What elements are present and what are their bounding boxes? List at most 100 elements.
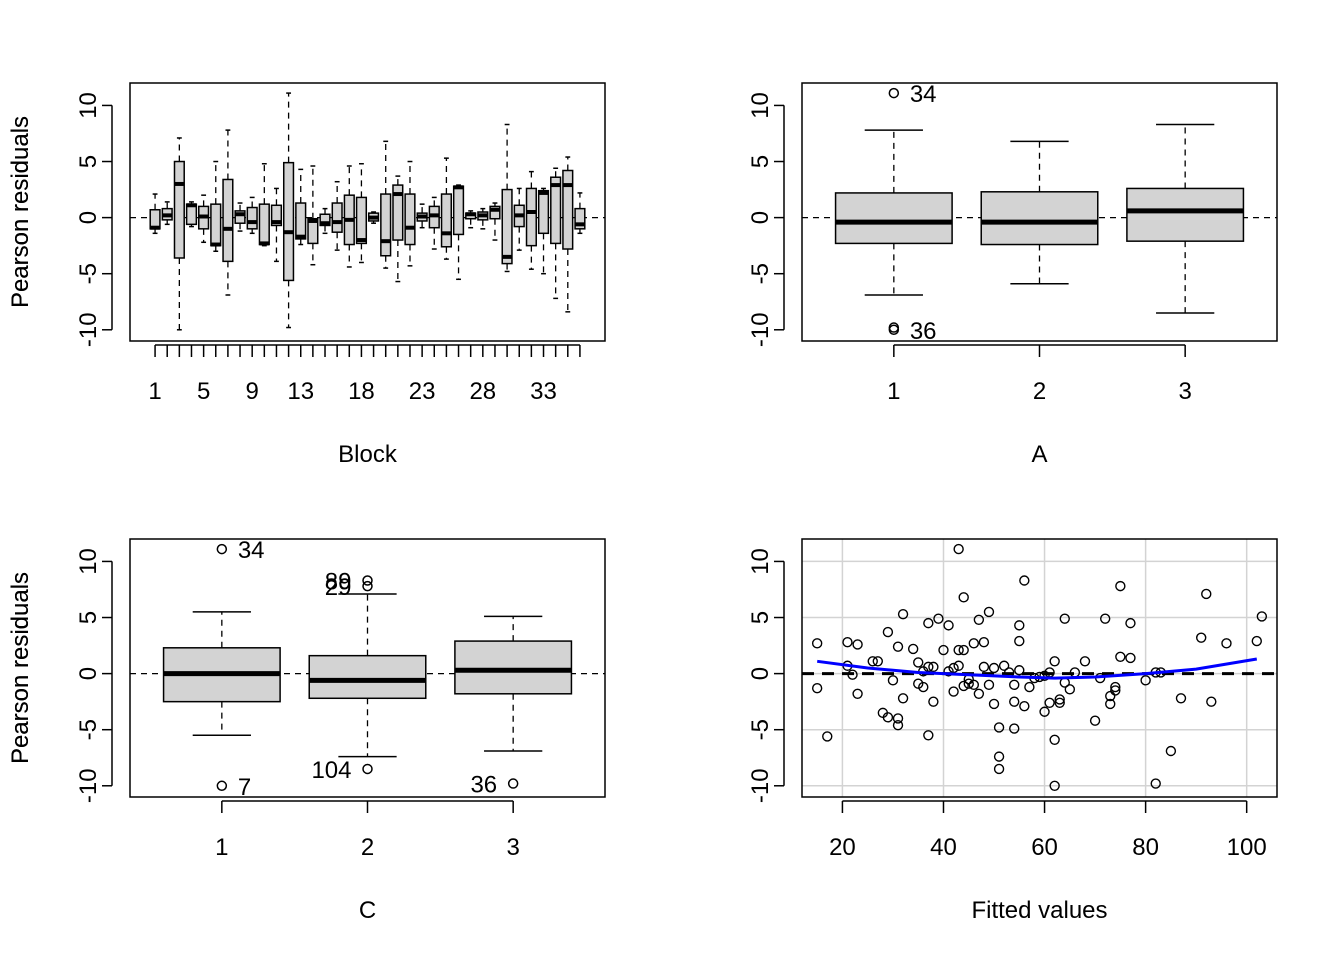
y-tick-label: 5 bbox=[75, 611, 102, 624]
box-iqr bbox=[525, 187, 537, 247]
box-4 bbox=[185, 201, 198, 228]
x-tick-label: 80 bbox=[1132, 834, 1159, 861]
data-point bbox=[822, 731, 833, 742]
data-point bbox=[867, 656, 878, 667]
x-tick-label: 20 bbox=[829, 834, 856, 861]
outlier-label: 34 bbox=[238, 537, 265, 564]
data-point bbox=[1251, 635, 1262, 647]
y-tick-label: 0 bbox=[747, 667, 774, 680]
box-26 bbox=[452, 184, 465, 281]
data-point bbox=[1175, 693, 1187, 704]
data-point bbox=[993, 722, 1005, 733]
plot-frame bbox=[801, 82, 1278, 342]
data-point bbox=[1024, 681, 1035, 693]
data-point bbox=[928, 661, 939, 673]
y-tick-label: 10 bbox=[747, 92, 774, 119]
x-tick-label: 3 bbox=[506, 834, 519, 861]
data-point bbox=[1165, 745, 1177, 757]
y-tick-label: 0 bbox=[75, 211, 102, 224]
data-point bbox=[923, 661, 934, 673]
x-axis-label: C bbox=[359, 897, 376, 924]
data-point bbox=[1014, 665, 1025, 676]
box-20 bbox=[380, 140, 392, 269]
x-tick-label: 33 bbox=[530, 378, 557, 405]
data-point bbox=[811, 682, 823, 694]
box-iqr bbox=[501, 188, 513, 265]
data-point bbox=[1115, 580, 1126, 592]
plot-frame bbox=[129, 82, 606, 342]
data-point bbox=[953, 543, 964, 555]
y-tick-label: 10 bbox=[75, 548, 102, 575]
data-point bbox=[892, 713, 904, 724]
data-point bbox=[1110, 681, 1121, 693]
box-31 bbox=[513, 187, 525, 251]
x-axis-label: Fitted values bbox=[971, 897, 1107, 924]
box-33 bbox=[537, 187, 550, 275]
x-tick-label: 1 bbox=[148, 378, 161, 405]
data-point bbox=[1079, 656, 1091, 667]
data-point bbox=[811, 638, 823, 649]
y-tick-label: 0 bbox=[747, 211, 774, 224]
y-tick-label: 10 bbox=[747, 548, 774, 575]
box-11 bbox=[270, 187, 283, 263]
y-tick-label: -10 bbox=[75, 312, 102, 347]
box-9 bbox=[246, 196, 258, 235]
box-23 bbox=[416, 203, 428, 229]
box-iqr bbox=[452, 185, 465, 236]
data-point bbox=[958, 592, 969, 603]
x-tick-label: 13 bbox=[287, 378, 314, 405]
data-point bbox=[978, 661, 990, 673]
data-point bbox=[882, 712, 894, 723]
x-tick-label: 60 bbox=[1031, 834, 1058, 861]
outlier-point bbox=[507, 778, 519, 789]
x-tick-label: 9 bbox=[246, 378, 259, 405]
x-tick-label: 1 bbox=[887, 378, 900, 405]
x-axis-label: A bbox=[1031, 441, 1047, 468]
box-iqr bbox=[246, 206, 258, 230]
box-iqr bbox=[489, 205, 501, 220]
outlier-label: 89 bbox=[325, 569, 352, 596]
box-iqr bbox=[210, 203, 222, 247]
outlier-label: 29 bbox=[325, 574, 352, 601]
data-point bbox=[1049, 780, 1060, 791]
plot-frame bbox=[129, 538, 606, 798]
data-point bbox=[968, 679, 980, 691]
data-point bbox=[897, 608, 909, 620]
data-point bbox=[1049, 734, 1060, 745]
x-tick-label: 23 bbox=[409, 378, 436, 405]
data-point bbox=[1064, 684, 1076, 695]
box-iqr bbox=[404, 193, 416, 246]
box-32 bbox=[525, 170, 537, 270]
x-tick-label: 2 bbox=[361, 834, 374, 861]
data-point bbox=[1059, 613, 1070, 624]
y-tick-label: -10 bbox=[747, 768, 774, 803]
box-21 bbox=[392, 175, 404, 283]
x-tick-label: 40 bbox=[930, 834, 957, 861]
data-point bbox=[933, 613, 944, 624]
outlier-label: 34 bbox=[910, 81, 937, 108]
data-point bbox=[1105, 698, 1116, 710]
box-25 bbox=[440, 157, 453, 260]
data-point bbox=[918, 681, 929, 693]
box-18 bbox=[355, 163, 368, 264]
outlier-point bbox=[362, 575, 373, 586]
data-point bbox=[1044, 697, 1055, 708]
box-iqr bbox=[834, 192, 953, 245]
data-point bbox=[1099, 613, 1111, 624]
data-point bbox=[1009, 723, 1020, 734]
x-tick-label: 100 bbox=[1227, 834, 1267, 861]
data-point bbox=[923, 730, 934, 741]
data-point bbox=[1049, 656, 1060, 667]
data-point bbox=[1019, 575, 1030, 586]
y-tick-label: 0 bbox=[75, 667, 102, 680]
data-point bbox=[978, 637, 990, 648]
data-point bbox=[1150, 778, 1161, 789]
data-point bbox=[953, 644, 964, 656]
box-iqr bbox=[295, 202, 307, 240]
box-7 bbox=[222, 129, 234, 296]
data-point bbox=[983, 606, 995, 618]
data-point bbox=[948, 662, 959, 674]
data-point bbox=[993, 763, 1005, 775]
